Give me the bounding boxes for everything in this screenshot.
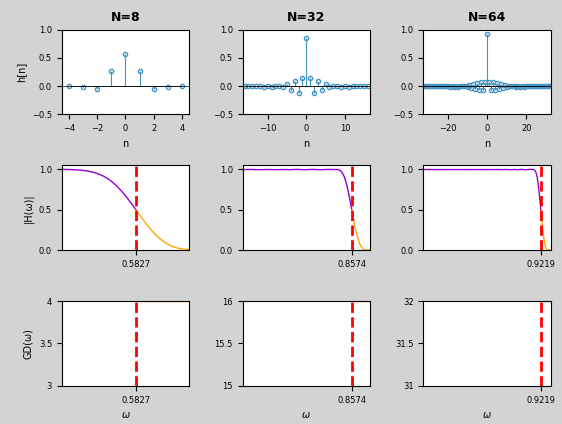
X-axis label: ω: ω xyxy=(483,410,491,420)
X-axis label: n: n xyxy=(303,139,310,149)
Y-axis label: h[n]: h[n] xyxy=(16,62,26,82)
X-axis label: n: n xyxy=(484,139,490,149)
Title: N=32: N=32 xyxy=(287,11,325,24)
Title: N=64: N=64 xyxy=(468,11,506,24)
X-axis label: n: n xyxy=(123,139,129,149)
Title: N=8: N=8 xyxy=(111,11,140,24)
Y-axis label: GD(ω): GD(ω) xyxy=(23,328,33,359)
X-axis label: ω: ω xyxy=(302,410,310,420)
Y-axis label: |H(ω)|: |H(ω)| xyxy=(23,193,33,223)
X-axis label: ω: ω xyxy=(121,410,130,420)
